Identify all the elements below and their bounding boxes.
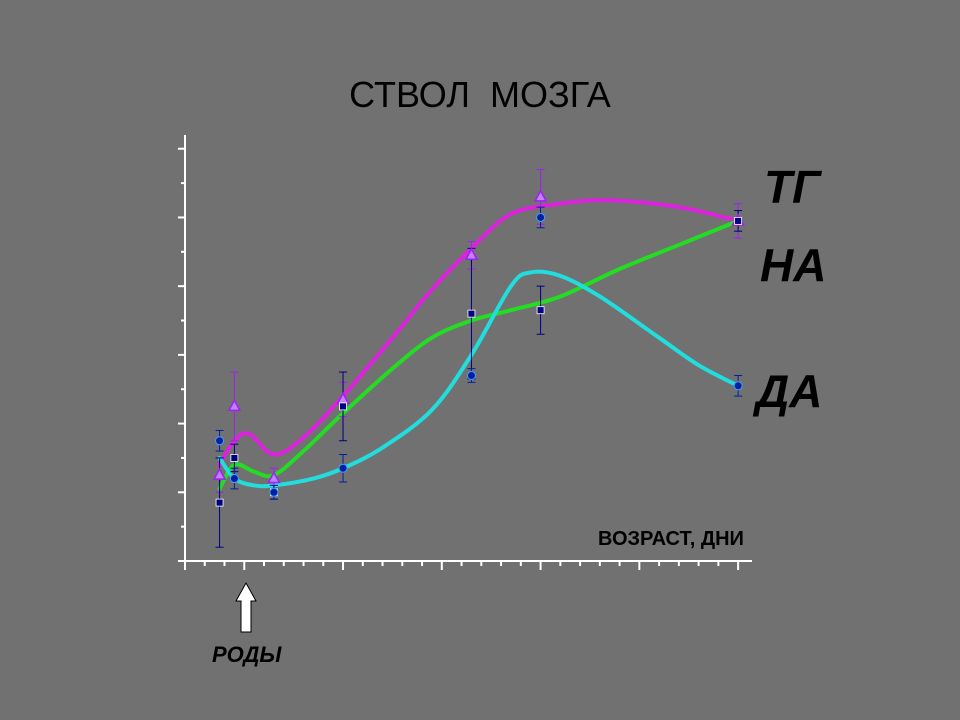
curves [217,198,741,491]
marker-square [536,306,545,315]
marker-circle [536,212,546,222]
marker-square [215,498,224,507]
marker-triangle [227,398,242,412]
marker-triangle [464,247,479,260]
birth-annotation-label: РОДЫ [212,642,282,667]
marker-circle [215,436,225,446]
birth-arrow-icon [235,581,257,633]
marker-triangle [533,189,548,202]
series-curve-1 [217,218,741,491]
error-bars [215,168,743,548]
markers [212,189,745,507]
marker-circle [338,463,348,473]
marker-square [467,309,476,318]
axes [178,135,752,570]
annotation [235,581,257,633]
marker-triangle [212,467,227,480]
marker-circle [733,381,743,391]
series-curve-0 [217,198,741,467]
series-label-da: ДА [756,365,823,417]
marker-circle [229,474,239,484]
chart-title: СТВОЛ МОЗГА [349,74,611,115]
series-label-tg: ТГ [764,161,821,213]
series-curve-2 [217,269,741,489]
marker-circle [269,487,279,497]
marker-triangle [267,470,281,484]
marker-circle [466,370,476,380]
x-axis-label: ВОЗРАСТ, ДНИ [598,528,744,550]
marker-square [734,216,743,225]
marker-square [339,402,347,411]
marker-square [230,454,239,462]
series-label-na: НА [760,239,827,291]
